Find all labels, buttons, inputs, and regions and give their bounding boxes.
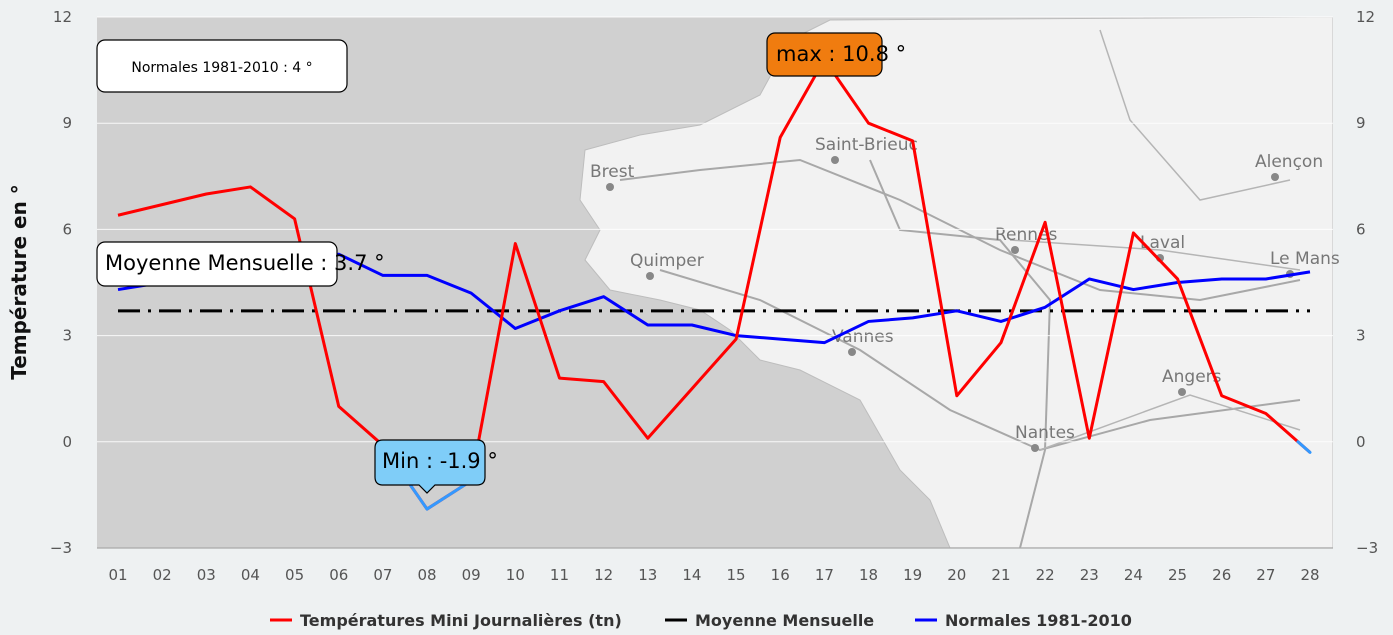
x-tick-label: 03 [197, 566, 216, 584]
map-city-label: Saint-Brieuc [815, 135, 918, 155]
max-annotation: max : 10.8 ° [766, 32, 906, 77]
map-city-dot [1178, 388, 1186, 396]
legend-item[interactable]: Normales 1981-2010 [915, 611, 1132, 630]
map-city-dot [606, 183, 614, 191]
x-tick-label: 21 [991, 566, 1010, 584]
x-tick-label: 12 [594, 566, 613, 584]
series-segment-below-zero [1296, 440, 1312, 454]
series-line-tn [117, 57, 1311, 511]
x-tick-label: 05 [285, 566, 304, 584]
map-label: Nantes [1015, 423, 1075, 452]
y-tick-label-left: 9 [62, 114, 72, 132]
x-axis: 01 02 03 04 05 06 07 08 09 10 11 12 13 14 15 16 17 18 19 20… [108, 566, 1319, 584]
map-label: Quimper [630, 251, 704, 280]
y-axis-right: −3 0 3 6 9 12 [1356, 8, 1378, 557]
y-tick-label-left: 0 [62, 433, 72, 451]
normales-annotation: Normales 1981-2010 : 4 ° [96, 39, 348, 93]
x-tick-label: 15 [727, 566, 746, 584]
x-tick-label: 04 [241, 566, 260, 584]
x-tick-label: 23 [1080, 566, 1099, 584]
map-city-label: Nantes [1015, 423, 1075, 443]
y-tick-label-right: 9 [1356, 114, 1366, 132]
legend-item[interactable]: Températures Mini Journalières (tn) [270, 611, 622, 630]
x-tick-label: 09 [462, 566, 481, 584]
x-tick-label: 22 [1036, 566, 1055, 584]
map-city-dot [1271, 173, 1279, 181]
y-axis-label: Température en ° [7, 184, 31, 380]
y-tick-label-left: 12 [53, 8, 72, 26]
y-tick-label-left: 3 [62, 327, 72, 345]
x-tick-label: 25 [1168, 566, 1187, 584]
min-annotation-text: Min : -1.9 ° [382, 449, 498, 473]
map-city-dot [1011, 246, 1019, 254]
x-tick-label: 28 [1300, 566, 1319, 584]
x-tick-label: 13 [638, 566, 657, 584]
map-label: Saint-Brieuc [815, 135, 918, 164]
x-tick-label: 17 [815, 566, 834, 584]
x-tick-label: 07 [373, 566, 392, 584]
normales-annotation-text: Normales 1981-2010 : 4 ° [131, 60, 312, 76]
x-tick-label: 08 [417, 566, 436, 584]
legend: Températures Mini Journalières (tn) Moyen… [270, 611, 1132, 630]
y-tick-label-right: 12 [1356, 8, 1375, 26]
x-tick-label: 27 [1256, 566, 1275, 584]
y-tick-label-right: 0 [1356, 433, 1366, 451]
legend-label: Normales 1981-2010 [945, 611, 1132, 630]
x-tick-label: 20 [947, 566, 966, 584]
max-annotation-text: max : 10.8 ° [776, 42, 906, 66]
min-annotation: Min : -1.9 ° [374, 439, 498, 494]
x-tick-label: 10 [506, 566, 525, 584]
x-tick-label: 01 [108, 566, 127, 584]
map-city-label: Vannes [832, 327, 894, 347]
y-tick-label-right: −3 [1356, 539, 1378, 557]
y-tick-label-right: 3 [1356, 327, 1366, 345]
map-label: Alençon [1255, 152, 1323, 181]
map-city-dot [848, 348, 856, 356]
x-tick-label: 14 [682, 566, 701, 584]
map-city-label: Laval [1140, 233, 1185, 253]
y-tick-label-left: 6 [62, 220, 72, 238]
grid-lines [97, 16, 1333, 549]
map-city-label: Le Mans [1270, 249, 1340, 269]
y-tick-label-left: −3 [50, 539, 72, 557]
map-city-dot [1031, 444, 1039, 452]
map-city-dot [646, 272, 654, 280]
moyenne-annotation-text: Moyenne Mensuelle : 3.7 ° [105, 251, 385, 275]
map-city-label: Angers [1162, 367, 1222, 387]
x-tick-label: 18 [859, 566, 878, 584]
y-tick-label-right: 6 [1356, 220, 1366, 238]
legend-label: Moyenne Mensuelle [695, 611, 874, 630]
x-tick-label: 19 [903, 566, 922, 584]
legend-item[interactable]: Moyenne Mensuelle [665, 611, 874, 630]
moyenne-annotation: Moyenne Mensuelle : 3.7 ° [96, 241, 385, 287]
x-tick-label: 24 [1124, 566, 1143, 584]
map-label: Angers [1162, 367, 1222, 396]
x-tick-label: 02 [153, 566, 172, 584]
y-axis-left: −3 0 3 6 9 12 [50, 8, 72, 557]
x-tick-label: 26 [1212, 566, 1231, 584]
x-tick-label: 06 [329, 566, 348, 584]
map-label: Brest [590, 162, 635, 191]
map-city-dot [831, 156, 839, 164]
map-city-label: Quimper [630, 251, 704, 271]
x-tick-label: 16 [771, 566, 790, 584]
map-label: Laval [1140, 233, 1185, 262]
x-tick-label: 11 [550, 566, 569, 584]
map-city-label: Alençon [1255, 152, 1323, 172]
legend-label: Températures Mini Journalières (tn) [300, 611, 622, 630]
map-city-label: Brest [590, 162, 635, 182]
